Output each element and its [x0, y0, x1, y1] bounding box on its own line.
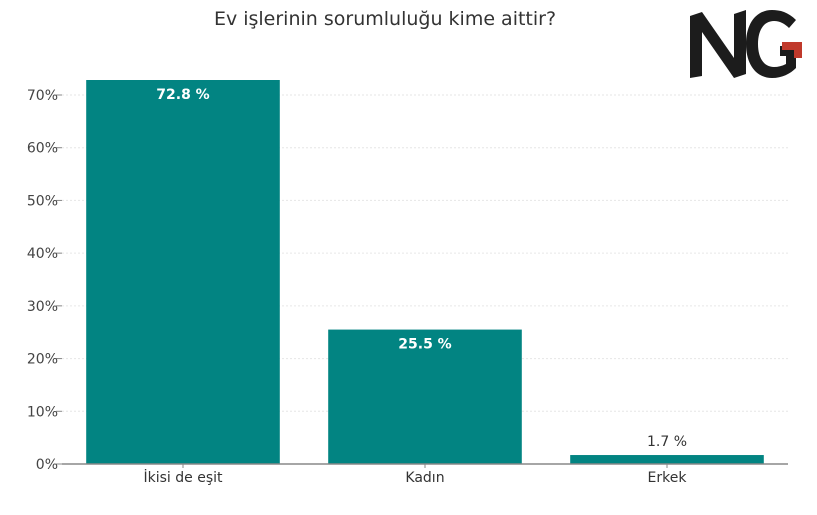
bar	[328, 329, 522, 464]
x-category-label: Erkek	[648, 470, 688, 486]
data-label: 1.7 %	[647, 434, 687, 450]
y-tick-label: 60%	[27, 141, 58, 157]
y-tick-label: 20%	[27, 352, 58, 368]
bar	[570, 455, 764, 464]
data-label: 72.8 %	[156, 87, 209, 103]
y-tick-label: 10%	[27, 404, 58, 420]
y-tick-label: 70%	[27, 88, 58, 104]
bar	[86, 80, 280, 464]
chart-title: Ev işlerinin sorumluluğu kime aittir?	[213, 8, 557, 30]
y-tick-label: 40%	[27, 246, 58, 262]
x-category-label: Kadın	[405, 470, 444, 486]
y-axis-ticks: 0% 10% 20% 30% 40% 50% 60% 70%	[27, 88, 62, 473]
x-axis-categories: İkisi de eşit Kadın Erkek	[144, 464, 688, 486]
ng-logo-graphic	[690, 10, 802, 78]
ng-logo	[684, 6, 806, 84]
y-tick-label: 50%	[27, 193, 58, 209]
x-category-label: İkisi de eşit	[144, 468, 224, 486]
data-labels: 72.8 % 25.5 % 1.7 %	[156, 87, 687, 450]
y-tick-label: 0%	[36, 457, 58, 473]
bars	[86, 80, 764, 464]
data-label: 25.5 %	[398, 337, 451, 353]
y-tick-label: 30%	[27, 299, 58, 315]
